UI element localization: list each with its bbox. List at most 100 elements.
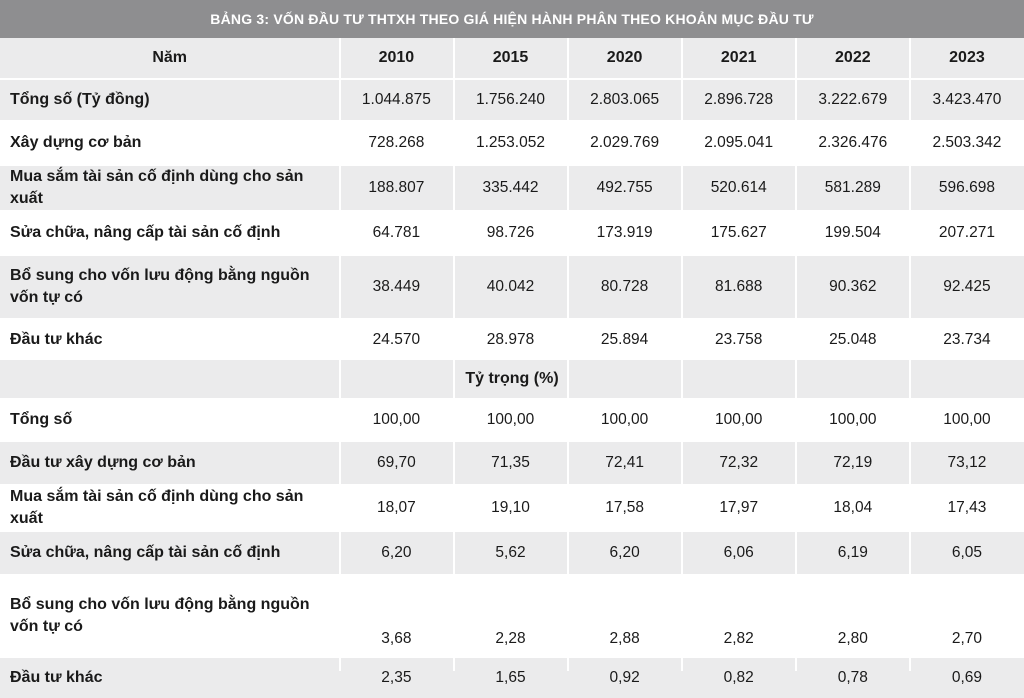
row-label: Sửa chữa, nâng cấp tài sản cố định (0, 530, 340, 574)
cell-value: 6,20 (567, 530, 682, 574)
cell-value: 92.425 (909, 254, 1024, 318)
cell-value: 80.728 (567, 254, 682, 318)
cell-value: 0,78 (795, 656, 910, 698)
row-label: Bổ sung cho vốn lưu động bằng nguồn vốn … (0, 254, 340, 318)
cell-value: 2,70 (909, 574, 1024, 656)
cell-value: 100,00 (681, 398, 796, 440)
table-row: Sửa chữa, nâng cấp tài sản cố định 64.781… (0, 210, 1024, 254)
cell-value: 81.688 (681, 254, 796, 318)
row-label: Bổ sung cho vốn lưu động bằng nguồn vốn … (0, 574, 340, 656)
column-divider (681, 38, 683, 671)
cell-value: 25.894 (567, 318, 682, 360)
year-header: 2023 (909, 38, 1024, 78)
year-header: 2022 (795, 38, 910, 78)
cell-value: 72,19 (795, 440, 910, 484)
table-row: Đầu tư khác 2,35 1,65 0,92 0,82 0,78 0,69 (0, 656, 1024, 698)
cell-value: 100,00 (339, 398, 454, 440)
cell-value: 2,88 (567, 574, 682, 656)
cell-value: 5,62 (453, 530, 568, 574)
cell-value: 23.734 (909, 318, 1024, 360)
table-row: Bổ sung cho vốn lưu động bằng nguồn vốn … (0, 574, 1024, 656)
row-label: Mua sắm tài sản cố định dùng cho sản xuấ… (0, 484, 340, 530)
cell-value: 0,69 (909, 656, 1024, 698)
table-row: Sửa chữa, nâng cấp tài sản cố định 6,20 5,… (0, 530, 1024, 574)
section-title: Tỷ trọng (%) (0, 360, 1024, 398)
table-row: Tổng số 100,00 100,00 100,00 100,00 100,00 100… (0, 398, 1024, 440)
table-row: Bổ sung cho vốn lưu động bằng nguồn vốn … (0, 254, 1024, 318)
cell-value: 520.614 (681, 164, 796, 210)
cell-value: 17,58 (567, 484, 682, 530)
cell-value: 1.756.240 (453, 78, 568, 120)
cell-value: 0,92 (567, 656, 682, 698)
cell-value: 23.758 (681, 318, 796, 360)
cell-value: 17,97 (681, 484, 796, 530)
cell-value: 188.807 (339, 164, 454, 210)
row-label: Tổng số (Tỷ đồng) (0, 78, 340, 120)
row-label: Đầu tư khác (0, 656, 340, 698)
row-label: Sửa chữa, nâng cấp tài sản cố định (0, 210, 340, 254)
cell-value: 19,10 (453, 484, 568, 530)
cell-value: 3.222.679 (795, 78, 910, 120)
cell-value: 207.271 (909, 210, 1024, 254)
row-label: Tổng số (0, 398, 340, 440)
table-row: Mua sắm tài sản cố định dùng cho sản xuấ… (0, 164, 1024, 210)
cell-value: 1.044.875 (339, 78, 454, 120)
column-divider (453, 38, 455, 671)
cell-value: 728.268 (339, 120, 454, 164)
header-row: Năm 2010 2015 2020 2021 2022 2023 (0, 38, 1024, 78)
cell-value: 17,43 (909, 484, 1024, 530)
row-label: Đầu tư khác (0, 318, 340, 360)
row-label: Xây dựng cơ bản (0, 120, 340, 164)
cell-value: 98.726 (453, 210, 568, 254)
cell-value: 1,65 (453, 656, 568, 698)
cell-value: 72,41 (567, 440, 682, 484)
year-header: 2015 (453, 38, 568, 78)
cell-value: 6,20 (339, 530, 454, 574)
cell-value: 2,28 (453, 574, 568, 656)
cell-value: 2,82 (681, 574, 796, 656)
year-header: 2020 (567, 38, 682, 78)
cell-value: 2.503.342 (909, 120, 1024, 164)
cell-value: 25.048 (795, 318, 910, 360)
cell-value: 18,04 (795, 484, 910, 530)
cell-value: 38.449 (339, 254, 454, 318)
cell-value: 1.253.052 (453, 120, 568, 164)
year-header: 2021 (681, 38, 796, 78)
cell-value: 2.095.041 (681, 120, 796, 164)
cell-value: 100,00 (909, 398, 1024, 440)
cell-value: 100,00 (795, 398, 910, 440)
year-header: 2010 (339, 38, 454, 78)
table-row: Đầu tư khác 24.570 28.978 25.894 23.758 25.04… (0, 318, 1024, 360)
cell-value: 64.781 (339, 210, 454, 254)
cell-value: 2.803.065 (567, 78, 682, 120)
section-row: Tỷ trọng (%) (0, 360, 1024, 398)
column-divider (339, 38, 341, 671)
cell-value: 492.755 (567, 164, 682, 210)
cell-value: 73,12 (909, 440, 1024, 484)
table-title: BẢNG 3: VỐN ĐẦU TƯ THTXH THEO GIÁ HIỆN H… (0, 0, 1024, 38)
table-row: Tổng số (Tỷ đồng) 1.044.875 1.756.240 2.803… (0, 78, 1024, 120)
cell-value: 28.978 (453, 318, 568, 360)
cell-value: 596.698 (909, 164, 1024, 210)
cell-value: 0,82 (681, 656, 796, 698)
column-divider (567, 38, 569, 671)
cell-value: 2,35 (339, 656, 454, 698)
cell-value: 2.896.728 (681, 78, 796, 120)
cell-value: 40.042 (453, 254, 568, 318)
cell-value: 2,80 (795, 574, 910, 656)
cell-value: 6,19 (795, 530, 910, 574)
cell-value: 335.442 (453, 164, 568, 210)
cell-value: 581.289 (795, 164, 910, 210)
cell-value: 2.029.769 (567, 120, 682, 164)
row-label: Đầu tư xây dựng cơ bản (0, 440, 340, 484)
cell-value: 100,00 (567, 398, 682, 440)
cell-value: 2.326.476 (795, 120, 910, 164)
cell-value: 6,05 (909, 530, 1024, 574)
column-divider (795, 38, 797, 671)
cell-value: 3,68 (339, 574, 454, 656)
table-row: Xây dựng cơ bản 728.268 1.253.052 2.029.769… (0, 120, 1024, 164)
table-row: Đầu tư xây dựng cơ bản 69,70 71,35 72,41 72,… (0, 440, 1024, 484)
cell-value: 173.919 (567, 210, 682, 254)
cell-value: 3.423.470 (909, 78, 1024, 120)
